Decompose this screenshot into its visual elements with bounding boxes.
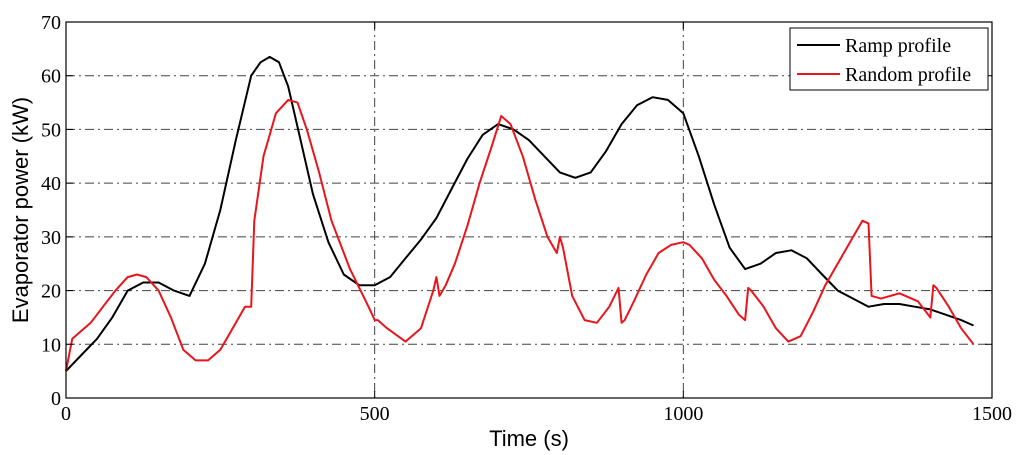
tick-labels: 0 10 20 30 40 50 60 70 0 500 1000 1500 [41, 12, 1012, 425]
legend-label-ramp: Ramp profile [845, 35, 951, 57]
y-tick-label: 10 [41, 334, 61, 356]
grid [66, 22, 992, 398]
legend: Ramp profile Random profile [789, 27, 989, 91]
legend-label-random: Random profile [845, 64, 971, 86]
x-tick-label: 500 [360, 403, 390, 425]
y-tick-label: 30 [41, 227, 61, 249]
plot-frame [65, 21, 993, 399]
y-tick-label: 70 [41, 12, 61, 34]
series-layer [65, 55, 975, 372]
y-tick-label: 50 [41, 119, 61, 141]
x-tick-label: 1000 [663, 403, 703, 425]
y-tick-label: 0 [51, 388, 61, 410]
y-axis-label: Evaporator power (kW) [8, 97, 33, 323]
x-axis-label: Time (s) [489, 426, 569, 451]
x-tick-label: 0 [61, 403, 71, 425]
series-line-random [65, 98, 975, 372]
y-tick-label: 20 [41, 281, 61, 303]
legend-box [789, 27, 989, 91]
y-tick-label: 60 [41, 66, 61, 88]
y-tick-label: 40 [41, 173, 61, 195]
x-tick-label: 1500 [972, 403, 1012, 425]
series-line-ramp [65, 55, 974, 372]
